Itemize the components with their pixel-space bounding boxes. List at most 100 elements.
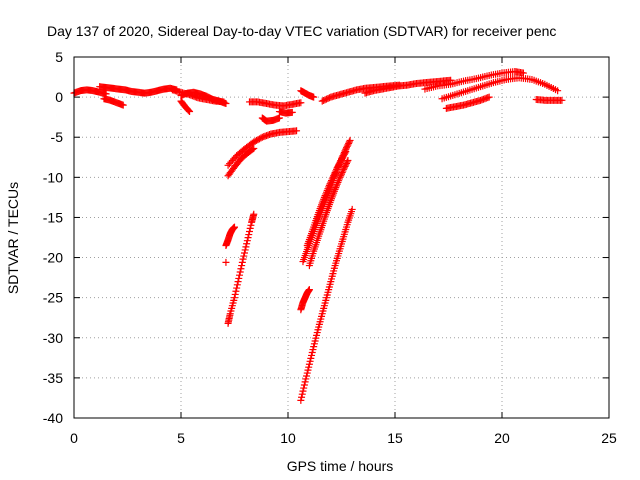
series-track-c: [100, 95, 127, 109]
data-point: [340, 165, 348, 173]
data-point: [331, 169, 339, 177]
data-point: [234, 278, 242, 286]
y-tick-label: 5: [55, 49, 63, 65]
x-tick-label: 20: [494, 430, 510, 446]
data-point: [243, 237, 251, 245]
series-track-y: [305, 156, 352, 270]
data-point: [244, 234, 252, 242]
data-point: [341, 149, 349, 157]
series-track-g: [245, 98, 305, 110]
data-point: [299, 387, 307, 395]
data-point: [341, 162, 349, 170]
data-point: [119, 101, 127, 109]
series-track-b: [96, 83, 181, 97]
data-point: [338, 169, 346, 177]
series-track-p: [438, 74, 562, 103]
data-point: [184, 106, 192, 114]
series-track-h: [258, 114, 283, 125]
y-tick-label: -35: [43, 370, 63, 386]
data-point: [344, 156, 352, 164]
data-point: [222, 100, 230, 108]
data-point: [297, 396, 305, 404]
y-axis-label: SDTVAR / TECUs: [5, 182, 21, 294]
data-point: [325, 181, 333, 189]
data-point: [345, 139, 353, 147]
data-point: [329, 173, 337, 181]
y-tick-label: -15: [43, 209, 63, 225]
series-track-f: [177, 97, 194, 116]
data-point: [298, 393, 306, 401]
data-point: [242, 243, 250, 251]
data-point: [233, 284, 241, 292]
data-point: [303, 369, 311, 377]
data-point: [301, 378, 309, 386]
data-point: [245, 231, 253, 239]
data-point: [250, 144, 258, 152]
data-point: [346, 136, 354, 144]
data-point: [333, 165, 341, 173]
data-point: [238, 262, 246, 270]
data-point: [328, 175, 336, 183]
data-point: [243, 240, 251, 248]
grid-lines: [74, 57, 609, 418]
data-point: [231, 290, 239, 298]
series-track-q: [442, 93, 493, 112]
series-track-l: [297, 87, 318, 101]
x-tick-label: 5: [177, 430, 185, 446]
series-track-r: [532, 96, 566, 104]
series-track-x: [303, 148, 350, 250]
data-point: [308, 348, 316, 356]
data-point: [325, 183, 333, 191]
data-marks: [70, 67, 566, 404]
data-point: [308, 351, 316, 359]
data-point: [327, 178, 335, 186]
x-tick-label: 25: [601, 430, 617, 446]
data-point: [293, 127, 301, 135]
data-point: [241, 246, 249, 254]
data-point: [250, 210, 258, 218]
data-point: [305, 360, 313, 368]
data-point: [298, 390, 306, 398]
data-point: [246, 224, 254, 232]
data-point: [232, 287, 240, 295]
data-point: [305, 363, 313, 371]
data-point: [330, 170, 338, 178]
x-tick-label: 15: [387, 430, 403, 446]
series-track-j: [224, 127, 301, 169]
data-point: [332, 167, 340, 175]
data-point: [240, 249, 248, 257]
series-track-z: [297, 205, 356, 404]
data-point: [240, 252, 248, 260]
data-point: [222, 258, 230, 266]
data-point: [343, 142, 351, 150]
data-point: [304, 366, 312, 374]
series-track-v: [297, 286, 313, 314]
data-point: [300, 384, 308, 392]
series-track-k: [224, 144, 258, 180]
data-point: [233, 281, 241, 289]
data-point: [305, 286, 313, 294]
data-point: [342, 159, 350, 167]
y-tick-label: 0: [55, 89, 63, 105]
data-point: [275, 114, 283, 122]
y-tick-label: -40: [43, 410, 63, 426]
series-track-i: [275, 108, 296, 117]
y-tick-label: -30: [43, 330, 63, 346]
data-point: [235, 274, 243, 282]
data-point: [231, 223, 238, 231]
data-point: [336, 173, 344, 181]
data-point: [310, 93, 318, 101]
data-point: [342, 161, 350, 169]
series-track-u: [222, 258, 230, 266]
data-point: [307, 354, 315, 362]
data-point: [249, 145, 257, 153]
series-track-t: [224, 210, 258, 327]
data-point: [340, 164, 348, 172]
data-point: [239, 255, 247, 263]
y-tick-label: -10: [43, 169, 63, 185]
x-tick-label: 0: [70, 430, 78, 446]
x-axis-label: GPS time / hours: [287, 458, 394, 474]
data-point: [302, 375, 310, 383]
data-point: [235, 271, 243, 279]
data-point: [303, 372, 311, 380]
